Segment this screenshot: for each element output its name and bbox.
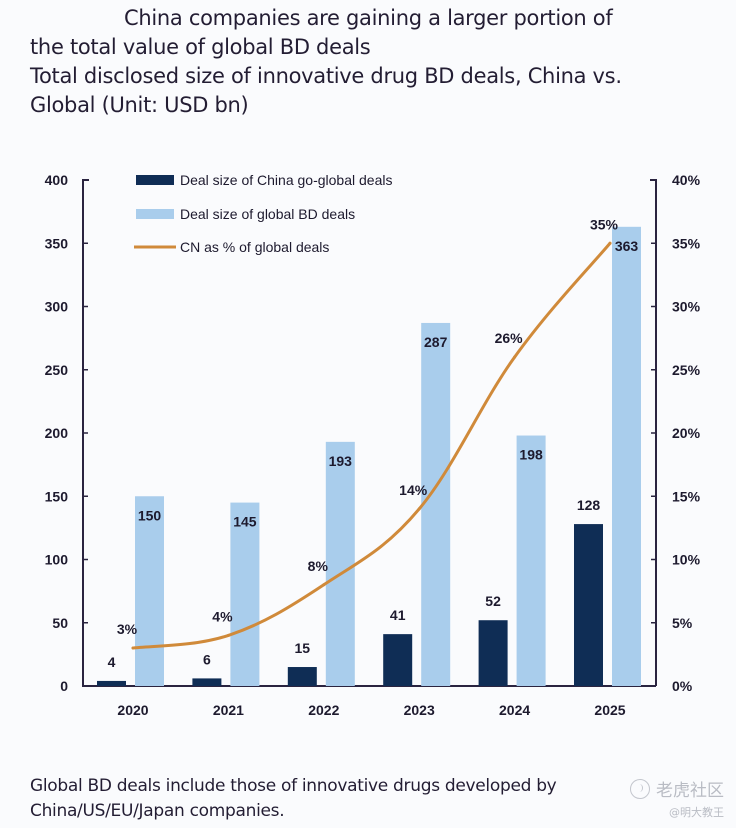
line-label-2023: 14%	[399, 482, 428, 498]
x-tick-label: 2020	[117, 702, 148, 718]
line-label-2021: 4%	[212, 608, 233, 624]
right-tick-label: 15%	[672, 488, 701, 504]
right-y-axis	[650, 179, 657, 686]
x-tick-label: 2023	[404, 702, 435, 718]
left-tick-label: 150	[45, 488, 69, 504]
line-label-2024: 26%	[495, 330, 524, 346]
legend-swatch-global	[136, 209, 174, 219]
axes	[82, 179, 657, 687]
bar-label-china-2023: 41	[390, 607, 406, 623]
line-point-2024	[513, 355, 517, 359]
right-axis-ticks: 0% 5% 10% 15% 20% 25% 30% 35% 40%	[651, 172, 701, 694]
right-tick-label: 0%	[672, 678, 693, 694]
footnote: Global BD deals include those of innovat…	[30, 774, 620, 824]
left-y-axis	[82, 179, 656, 687]
bar-label-global-2025: 363	[615, 238, 639, 254]
left-tick-label: 0	[60, 678, 68, 694]
bar-china-2024	[478, 620, 508, 686]
line-label-2025: 35%	[590, 216, 619, 232]
legend-label-china: Deal size of China go-global deals	[180, 172, 392, 188]
x-tick-label: 2025	[594, 702, 625, 718]
left-tick-label: 200	[45, 425, 69, 441]
right-tick-label: 10%	[672, 552, 701, 568]
bar-label-global-2020: 150	[138, 507, 162, 523]
bars: 4 150 6 145 15 193 41 287 52 198 128 363	[97, 226, 641, 686]
line-point-2023	[417, 507, 421, 511]
x-tick-label: 2021	[213, 702, 244, 718]
line-point-2022	[322, 583, 326, 587]
watermark-text: 老虎社区	[656, 781, 724, 801]
bar-label-china-2024: 52	[485, 593, 501, 609]
legend-label-global: Deal size of global BD deals	[180, 206, 355, 222]
footnote-line-2: China/US/EU/Japan companies.	[30, 801, 285, 821]
legend-swatch-china	[136, 175, 174, 185]
x-axis-labels: 2020 2021 2022 2023 2024 2025	[117, 702, 625, 718]
bar-label-china-2020: 4	[108, 654, 116, 670]
watermark: 老虎社区 @明大教王	[630, 776, 724, 820]
bar-global-2023	[421, 322, 451, 686]
right-tick-label: 20%	[672, 425, 701, 441]
line-point-2025	[608, 241, 612, 245]
bar-label-china-2025: 128	[577, 497, 601, 513]
bar-global-2020	[135, 496, 164, 686]
left-axis-ticks: 0 50 100 150 200 250 300 350 400	[45, 172, 88, 694]
x-tick-label: 2022	[308, 702, 339, 718]
combo-chart: 0 50 100 150 200 250 300 350 400 0% 5% 10% 15% 20% 25…	[45, 172, 701, 718]
chart-title: China companies are gaining a larger por…	[30, 4, 730, 120]
bar-china-2021	[192, 678, 222, 686]
bar-label-global-2021: 145	[233, 514, 257, 530]
bar-china-2025	[574, 524, 603, 686]
bar-china-2020	[97, 680, 126, 686]
bar-global-2022	[325, 441, 355, 686]
watermark-logo-icon	[630, 778, 650, 799]
line-point-2020	[131, 646, 135, 650]
watermark-author: @明大教王	[669, 806, 724, 819]
left-tick-label: 350	[45, 235, 69, 251]
right-tick-label: 35%	[672, 235, 701, 251]
line-point-2021	[226, 633, 230, 637]
left-tick-label: 50	[52, 615, 68, 631]
subtitle-line-1: Total disclosed size of innovative drug …	[30, 64, 622, 88]
left-tick-label: 300	[45, 299, 69, 315]
title-line-2: the total value of global BD deals	[30, 35, 371, 59]
bar-label-global-2023: 287	[424, 334, 448, 350]
bar-global-2025	[612, 226, 641, 686]
line-label-2022: 8%	[308, 558, 329, 574]
title-line-1: China companies are gaining a larger por…	[124, 6, 613, 30]
left-tick-label: 250	[45, 362, 69, 378]
left-tick-label: 400	[45, 172, 69, 188]
bar-global-2024	[516, 435, 546, 686]
right-tick-label: 40%	[672, 172, 701, 188]
bar-label-global-2024: 198	[519, 447, 543, 463]
line-label-2020: 3%	[117, 621, 138, 637]
bar-label-global-2022: 193	[329, 453, 353, 469]
subtitle-line-2: Global (Unit: USD bn)	[30, 93, 249, 117]
line-series: 3% 4% 8% 14% 26% 35%	[117, 216, 619, 650]
bar-label-china-2022: 15	[295, 640, 311, 656]
legend: Deal size of China go-global deals Deal …	[134, 172, 392, 255]
footnote-line-1: Global BD deals include those of innovat…	[30, 776, 557, 796]
x-tick-label: 2024	[499, 702, 530, 718]
bar-china-2023	[383, 634, 413, 686]
bar-label-china-2021: 6	[203, 651, 211, 667]
right-tick-label: 30%	[672, 299, 701, 315]
right-tick-label: 5%	[672, 615, 693, 631]
legend-label-line: CN as % of global deals	[180, 239, 329, 255]
bar-china-2022	[287, 667, 317, 686]
left-tick-label: 100	[45, 552, 69, 568]
right-tick-label: 25%	[672, 362, 701, 378]
bar-global-2021	[230, 502, 260, 686]
